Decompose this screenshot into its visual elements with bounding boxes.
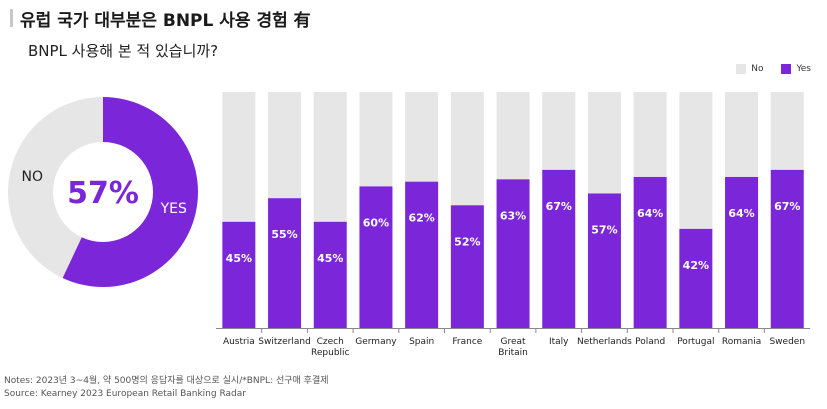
notes: Notes: 2023년 3~4월, 약 500명의 응답자를 대상으로 실시/… [4, 375, 329, 401]
bar-no [405, 92, 439, 182]
page-title: 유럽 국가 대부분은 BNPL 사용 경험 有 [20, 11, 311, 31]
x-tick-label: Poland [635, 337, 665, 347]
source-line: Source: Kearney 2023 European Retail Ban… [4, 389, 246, 399]
x-tick-label: Republic [311, 348, 350, 358]
bar-no [542, 92, 576, 170]
donut-slice-yes [62, 97, 198, 287]
bar-yes [770, 169, 804, 328]
bar-no [359, 92, 393, 187]
bar-yes [542, 169, 576, 328]
page-subtitle: BNPL 사용해 본 적 있습니까? [28, 42, 219, 60]
x-tick-label: Romania [722, 337, 761, 347]
data-label: 45% [317, 252, 343, 265]
donut-center-value: 57% [67, 176, 139, 211]
donut-slice-no [7, 97, 103, 278]
bar-no [496, 92, 530, 180]
bar-yes [222, 221, 256, 328]
bar-yes [450, 205, 484, 328]
x-tick-label: Switzerland [258, 337, 311, 347]
bar-no [725, 92, 759, 177]
x-tick-label: Italy [549, 337, 569, 347]
bar-no [770, 92, 804, 170]
data-label: 57% [591, 223, 617, 236]
data-label: 67% [774, 200, 800, 213]
bar-yes [405, 181, 439, 328]
bar-yes [496, 179, 530, 328]
bar-no [450, 92, 484, 206]
x-tick-label: Germany [355, 337, 397, 347]
legend-swatch-yes [781, 64, 792, 74]
legend-item-yes: Yes [781, 64, 811, 74]
x-tick-label: Great [501, 337, 527, 347]
bar-no [313, 92, 347, 222]
bar-yes [359, 186, 393, 328]
data-label: 45% [226, 252, 252, 265]
title-accent-bar [10, 9, 13, 27]
x-tick-label: Netherlands [577, 337, 632, 347]
data-label: 55% [271, 228, 297, 241]
donut-label-no: NO [21, 169, 43, 185]
x-tick-label: Czech [317, 337, 344, 347]
notes-line: Notes: 2023년 3~4월, 약 500명의 응답자를 대상으로 실시/… [4, 376, 329, 386]
x-tick-label: Austria [223, 337, 255, 347]
bar-no [587, 92, 621, 194]
legend-label-no: No [751, 64, 764, 74]
bar-yes [313, 221, 347, 328]
bar-yes [587, 193, 621, 328]
donut-label-yes: YES [160, 201, 187, 217]
donut-chart: YES NO 57% [7, 97, 198, 287]
bar-no [679, 92, 713, 229]
bar-no [222, 92, 256, 222]
bar-no [633, 92, 667, 177]
legend-swatch-no [736, 64, 747, 74]
x-tick-label: Sweden [769, 337, 805, 347]
data-label: 67% [546, 200, 572, 213]
bar-no [268, 92, 302, 199]
x-tick-label: Spain [409, 337, 434, 347]
legend: No Yes [724, 64, 811, 74]
data-label: 52% [454, 235, 480, 248]
x-tick-label: Britain [498, 348, 528, 358]
bar-chart: 45% Austria 55% Switzerland 45% CzechRepublic… [216, 92, 811, 358]
data-label: 60% [363, 216, 389, 229]
data-label: 42% [683, 259, 709, 272]
data-label: 64% [728, 207, 754, 220]
data-label: 64% [637, 207, 663, 220]
bar-yes [725, 176, 759, 328]
legend-item-no: No [736, 64, 763, 74]
x-tick-label: France [452, 337, 482, 347]
bar-yes [268, 198, 302, 328]
data-label: 63% [500, 209, 526, 222]
x-tick-label: Portugal [677, 337, 714, 347]
bar-yes [633, 176, 667, 328]
bar-yes [679, 228, 713, 328]
data-label: 62% [408, 212, 434, 225]
legend-label-yes: Yes [796, 64, 811, 74]
